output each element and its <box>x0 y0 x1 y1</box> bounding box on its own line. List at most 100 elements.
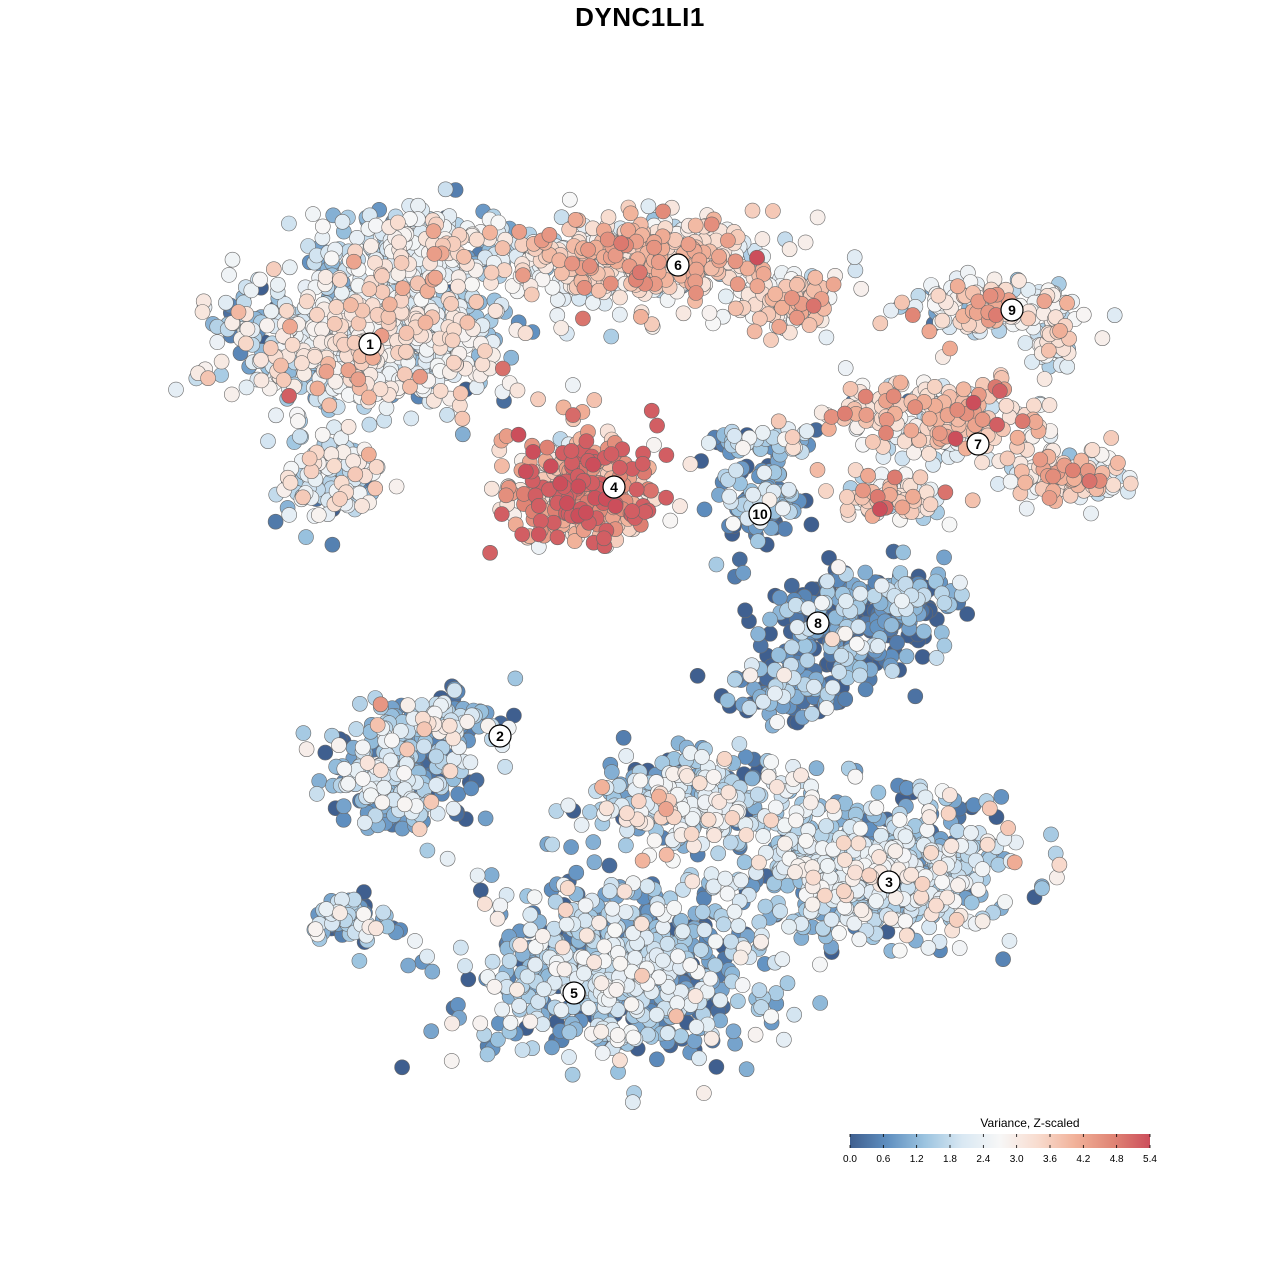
cell-point <box>359 755 376 771</box>
cell-point <box>340 418 357 435</box>
cell-point <box>928 897 944 914</box>
cell-point <box>899 780 915 797</box>
cell-point <box>354 739 371 756</box>
cell-point <box>483 480 500 497</box>
cell-point <box>763 812 779 829</box>
cell-point <box>846 249 863 266</box>
cell-point <box>1076 306 1092 323</box>
cell-point <box>496 262 513 279</box>
cell-point <box>494 1001 511 1018</box>
cell-point <box>514 1042 531 1058</box>
cell-point <box>424 963 441 980</box>
cell-point <box>260 433 276 450</box>
cell-point <box>762 611 778 628</box>
cell-point <box>921 809 938 826</box>
cell-point <box>292 428 308 445</box>
cell-point <box>446 682 463 699</box>
cell-point <box>585 834 602 850</box>
cell-point <box>922 496 939 513</box>
cell-point <box>598 800 615 817</box>
cell-point <box>307 921 324 938</box>
cell-point <box>754 231 771 247</box>
cell-point <box>616 883 633 900</box>
cell-point <box>835 883 852 900</box>
cell-point <box>502 1014 519 1031</box>
cell-point <box>804 705 820 722</box>
cell-point <box>489 910 506 927</box>
cell-point <box>914 649 931 665</box>
cell-point <box>559 880 576 896</box>
cell-point <box>1106 307 1123 324</box>
cell-point <box>307 348 323 365</box>
cell-point <box>428 748 444 765</box>
cell-point <box>742 667 759 684</box>
cell-point <box>295 725 312 741</box>
cell-point <box>701 305 718 321</box>
cell-point <box>624 1094 641 1110</box>
cell-point <box>323 250 340 267</box>
cell-point <box>696 1085 712 1101</box>
cell-point <box>267 513 284 530</box>
cell-point <box>861 867 878 884</box>
cell-point <box>824 679 841 696</box>
cell-point <box>593 975 610 992</box>
cell-point <box>737 749 754 765</box>
cell-point <box>717 870 734 887</box>
cell-point <box>745 486 761 503</box>
cell-point <box>687 988 704 1004</box>
cell-point <box>608 981 625 998</box>
cell-point <box>442 763 459 779</box>
cell-point <box>1001 933 1018 949</box>
cell-point <box>853 280 870 297</box>
cell-point <box>459 713 476 730</box>
cell-point <box>741 700 758 716</box>
cell-point <box>326 458 343 474</box>
cell-point <box>639 878 656 895</box>
cell-point <box>439 406 455 423</box>
cell-point <box>998 397 1015 414</box>
cell-point <box>310 507 327 523</box>
cell-point <box>268 407 284 424</box>
cell-point <box>852 585 869 602</box>
cell-point <box>224 251 241 268</box>
cell-point <box>675 305 692 322</box>
cell-point <box>582 804 598 820</box>
cell-point <box>578 927 595 944</box>
cell-point <box>419 842 436 859</box>
cell-point <box>744 770 760 787</box>
cell-point <box>378 400 395 416</box>
cell-point <box>728 462 744 479</box>
cell-point <box>601 883 618 899</box>
cell-point <box>309 306 325 323</box>
cell-point <box>707 957 724 974</box>
cell-point <box>332 491 348 507</box>
cell-point <box>830 559 847 576</box>
cell-point <box>1017 335 1034 351</box>
cell-point <box>213 367 229 383</box>
cell-point <box>522 1013 539 1030</box>
cell-point <box>403 410 420 427</box>
cell-point <box>497 758 513 775</box>
cell-point <box>868 893 884 909</box>
cell-point <box>959 606 976 622</box>
cell-point <box>439 850 456 867</box>
cell-point <box>995 951 1011 968</box>
cell-point <box>777 835 793 852</box>
cell-point <box>354 771 371 787</box>
cell-point <box>318 901 335 917</box>
cell-point <box>751 854 767 871</box>
cell-point <box>963 894 980 911</box>
cell-point <box>368 217 384 234</box>
cell-point <box>553 1002 570 1018</box>
cell-point <box>883 617 900 634</box>
cell-point <box>372 762 389 779</box>
cell-point <box>503 349 520 366</box>
cell-point <box>763 332 779 348</box>
cell-point <box>756 464 773 481</box>
cell-point <box>818 329 835 346</box>
cell-point <box>311 773 328 789</box>
cell-point <box>278 302 295 319</box>
cell-point <box>950 877 966 894</box>
cell-point <box>388 478 405 495</box>
cell-point <box>763 1008 779 1025</box>
